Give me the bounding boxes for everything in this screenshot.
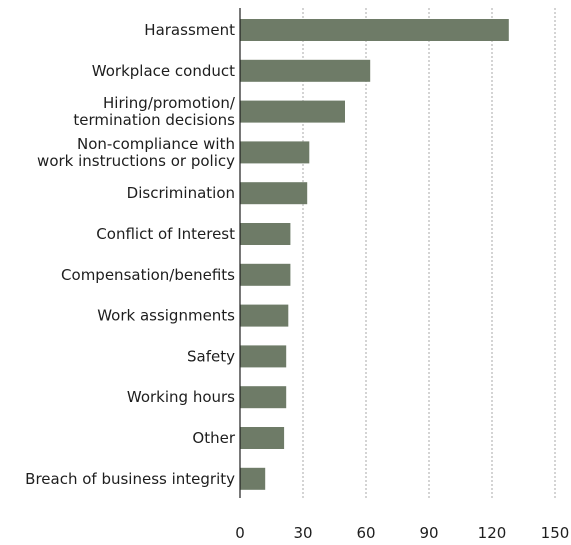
category-label: Harassment bbox=[144, 21, 235, 39]
category-label: Compensation/benefits bbox=[61, 266, 235, 284]
bar bbox=[240, 223, 291, 245]
category-label-line: Discrimination bbox=[127, 184, 235, 202]
category-label-line: Breach of business integrity bbox=[25, 470, 235, 488]
bar bbox=[240, 182, 308, 205]
category-label: Workplace conduct bbox=[92, 62, 235, 80]
category-label-line: Hiring/promotion/ bbox=[103, 94, 236, 112]
category-label: Hiring/promotion/termination decisions bbox=[73, 94, 236, 129]
category-label: Safety bbox=[187, 347, 235, 365]
category-label: Non-compliance with work instructions or … bbox=[37, 135, 235, 170]
x-axis-ticks: 0 30 60 90 120 150 bbox=[235, 524, 569, 542]
category-label: Other bbox=[192, 429, 235, 447]
category-label-line: Work assignments bbox=[97, 307, 235, 325]
x-tick-label: 90 bbox=[419, 524, 438, 542]
x-tick-label: 60 bbox=[356, 524, 375, 542]
x-tick-label: 150 bbox=[541, 524, 570, 542]
category-label-line: termination decisions bbox=[73, 111, 235, 129]
category-label: Breach of business integrity bbox=[25, 470, 235, 488]
bar bbox=[240, 427, 285, 449]
bar bbox=[240, 59, 371, 82]
category-label-line: Other bbox=[192, 429, 235, 447]
category-label-line: Conflict of Interest bbox=[96, 225, 235, 243]
category-label-line: Working hours bbox=[127, 388, 235, 406]
category-label-line: Workplace conduct bbox=[92, 62, 235, 80]
category-label: Work assignments bbox=[97, 307, 235, 325]
category-labels: Harassment Workplace conduct Hiring/promot… bbox=[25, 21, 236, 488]
category-label: Discrimination bbox=[127, 184, 235, 202]
bar bbox=[240, 19, 509, 41]
gridlines bbox=[302, 8, 556, 498]
bar bbox=[240, 386, 287, 409]
bar bbox=[240, 467, 266, 490]
category-label-line: Compensation/benefits bbox=[61, 266, 235, 284]
x-tick-label: 0 bbox=[235, 524, 245, 542]
bar bbox=[240, 345, 287, 368]
category-label-line: work instructions or policy bbox=[37, 152, 235, 170]
category-label-line: Harassment bbox=[144, 21, 235, 39]
bar bbox=[240, 141, 310, 164]
category-label: Conflict of Interest bbox=[96, 225, 235, 243]
bar bbox=[240, 304, 289, 327]
bar bbox=[240, 100, 345, 123]
x-tick-label: 30 bbox=[293, 524, 312, 542]
category-label-line: Non-compliance with bbox=[77, 135, 235, 153]
bar bbox=[240, 263, 291, 286]
category-label-line: Safety bbox=[187, 347, 235, 365]
category-label: Working hours bbox=[127, 388, 235, 406]
bars bbox=[240, 19, 509, 490]
x-tick-label: 120 bbox=[478, 524, 507, 542]
